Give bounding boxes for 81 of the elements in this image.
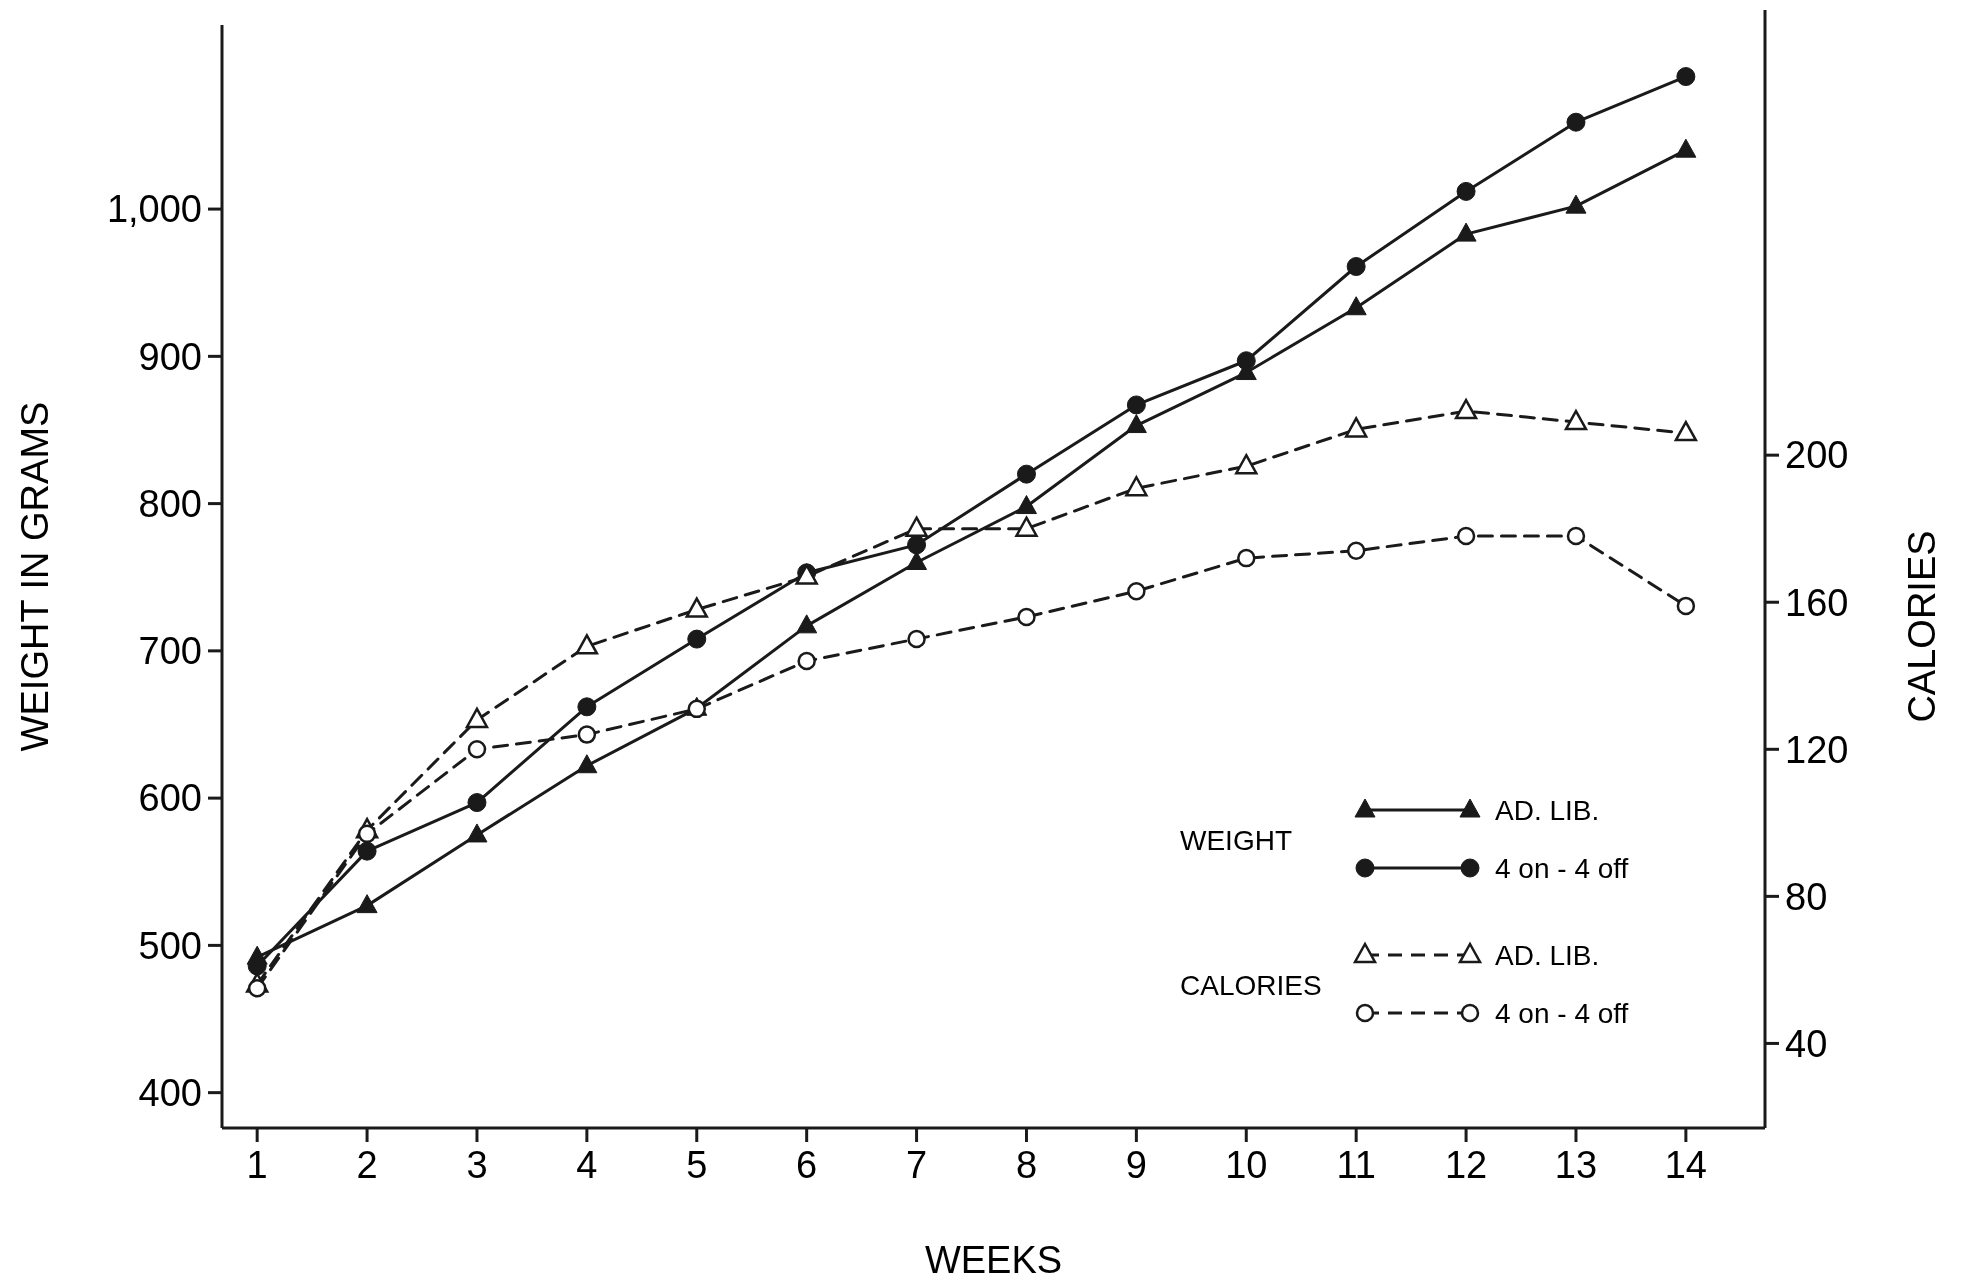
x-tick-label: 4 [576, 1144, 598, 1186]
x-tick-label: 10 [1225, 1144, 1268, 1186]
point [465, 707, 489, 729]
x-tick-label: 6 [796, 1144, 818, 1186]
y2-tick-label: 160 [1785, 581, 1849, 624]
point [1127, 581, 1146, 601]
y-tick-label: 900 [138, 335, 202, 378]
point [1346, 541, 1366, 561]
point [1455, 222, 1477, 242]
point [1676, 596, 1696, 616]
point [1456, 526, 1476, 546]
y2-tick-label: 80 [1785, 875, 1828, 918]
x-tick-label: 7 [906, 1144, 928, 1186]
annotation: WEIGHT [1180, 824, 1292, 856]
legend-label: AD. LIB. [1495, 939, 1600, 971]
point [1345, 296, 1367, 316]
x-tick-label: 12 [1444, 1144, 1488, 1186]
point [467, 793, 487, 813]
x-tick-label: 9 [1125, 1144, 1147, 1186]
y2-tick-label: 200 [1785, 434, 1849, 477]
point [466, 823, 488, 843]
x-tick-label: 8 [1015, 1144, 1038, 1186]
point [797, 651, 816, 671]
x-tick-label: 3 [466, 1144, 488, 1186]
point [1346, 257, 1366, 277]
x-tick-label: 11 [1336, 1144, 1376, 1186]
point [1016, 464, 1036, 484]
point [1126, 395, 1146, 415]
y-axis-title: WEIGHT IN GRAMS [14, 401, 56, 752]
legend-label: 4 on - 4 off [1495, 997, 1629, 1029]
point [1565, 194, 1587, 214]
point [1125, 414, 1147, 434]
y-tick-label: 600 [138, 777, 202, 820]
y-tick-label: 400 [138, 1071, 202, 1114]
point [905, 516, 928, 537]
point [1237, 548, 1256, 568]
point [1236, 351, 1256, 371]
point [907, 535, 927, 555]
y-tick-label: 800 [138, 482, 202, 525]
point [1566, 112, 1586, 132]
annotation: CALORIES [1180, 969, 1322, 1001]
y-tick-label: 500 [138, 924, 202, 967]
y2-axis-title: CALORIES [1901, 530, 1943, 723]
legend-label: 4 on - 4 off [1495, 852, 1629, 884]
x-axis-title: WEEKS [924, 1239, 1063, 1281]
x-tick-label: 1 [246, 1144, 268, 1186]
y-tick-label: 1,000 [106, 188, 202, 231]
point [577, 697, 597, 717]
point [577, 725, 597, 744]
point [1675, 138, 1697, 158]
y2-tick-label: 40 [1785, 1022, 1828, 1065]
point [1015, 516, 1038, 537]
point [467, 740, 487, 759]
point [687, 629, 707, 649]
point [1674, 420, 1698, 442]
point [1566, 526, 1586, 546]
point [1564, 409, 1588, 431]
point [576, 754, 598, 774]
x-tick-label: 13 [1554, 1144, 1598, 1186]
point [907, 629, 926, 649]
point [575, 634, 599, 655]
y2-tick-label: 120 [1785, 728, 1849, 771]
point [906, 551, 928, 571]
point [1235, 453, 1258, 475]
point [1015, 495, 1037, 515]
point [1125, 476, 1148, 497]
point [357, 841, 377, 861]
point [1456, 181, 1476, 201]
x-tick-label: 2 [356, 1144, 378, 1186]
point [1344, 417, 1368, 438]
point [685, 597, 709, 618]
legend-label: AD. LIB. [1495, 794, 1600, 826]
point [356, 894, 378, 914]
point [1454, 398, 1478, 420]
point [796, 614, 818, 634]
x-tick-label: 14 [1664, 1144, 1708, 1186]
x-tick-label: 5 [686, 1144, 708, 1186]
y-tick-label: 700 [138, 630, 202, 673]
point [1017, 607, 1036, 627]
point [247, 979, 267, 998]
point [1676, 67, 1696, 87]
